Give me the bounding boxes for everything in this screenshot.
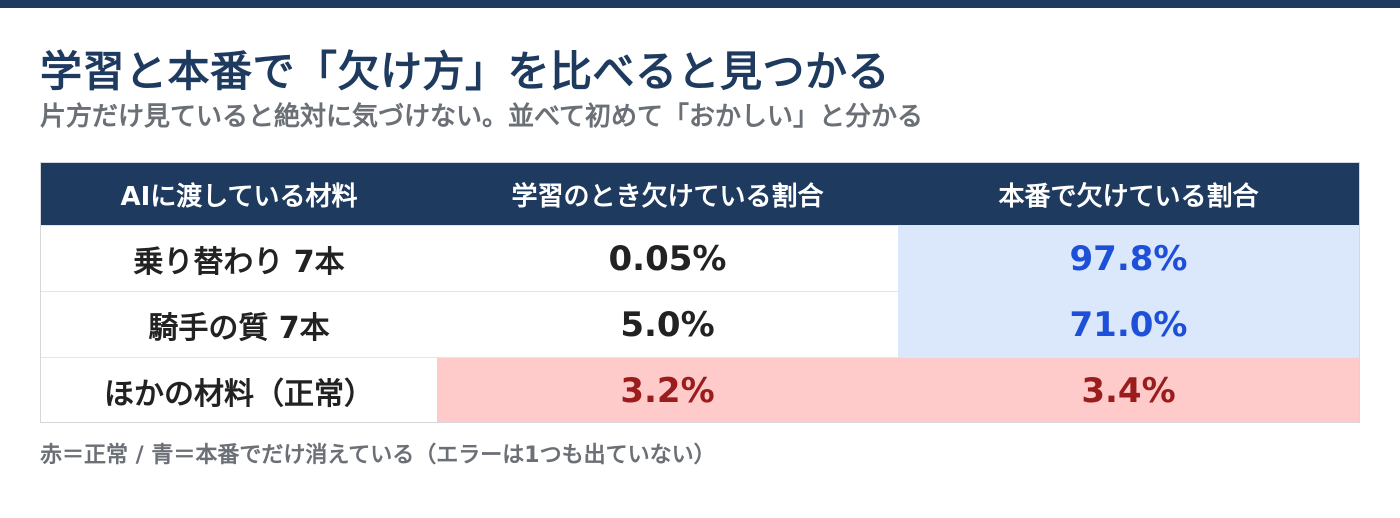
table-row: ほかの材料（正常） 3.2% 3.4% (41, 357, 1359, 422)
prod-missing-value: 3.4% (898, 357, 1359, 422)
row-label: ほかの材料（正常） (41, 357, 437, 422)
table-row: 乗り替わり 7本 0.05% 97.8% (41, 225, 1359, 292)
prod-missing-value: 71.0% (898, 291, 1359, 358)
train-missing-value: 3.2% (437, 357, 898, 422)
page-subtitle: 片方だけ見ていると絶対に気づけない。並べて初めて「おかしい」と分かる (40, 102, 923, 132)
page-title: 学習と本番で「欠け方」を比べると見つかる (40, 47, 891, 96)
row-label: 騎手の質 7本 (41, 291, 437, 358)
header-material: AIに渡している材料 (41, 163, 437, 226)
train-missing-value: 0.05% (437, 225, 898, 292)
table-header-row: AIに渡している材料 学習のとき欠けている割合 本番で欠けている割合 (41, 163, 1359, 226)
comparison-table-container: AIに渡している材料 学習のとき欠けている割合 本番で欠けている割合 乗り替わり… (40, 162, 1360, 423)
footnote-legend: 赤＝正常 / 青＝本番でだけ消えている（エラーは1つも出ていない） (40, 443, 716, 468)
prod-missing-value: 97.8% (898, 225, 1359, 292)
header-train-missing: 学習のとき欠けている割合 (437, 163, 898, 226)
row-label: 乗り替わり 7本 (41, 225, 437, 292)
train-missing-value: 5.0% (437, 291, 898, 358)
top-accent-bar (0, 0, 1400, 8)
comparison-table: AIに渡している材料 学習のとき欠けている割合 本番で欠けている割合 乗り替わり… (41, 163, 1359, 422)
table-row: 騎手の質 7本 5.0% 71.0% (41, 291, 1359, 358)
header-prod-missing: 本番で欠けている割合 (898, 163, 1359, 226)
